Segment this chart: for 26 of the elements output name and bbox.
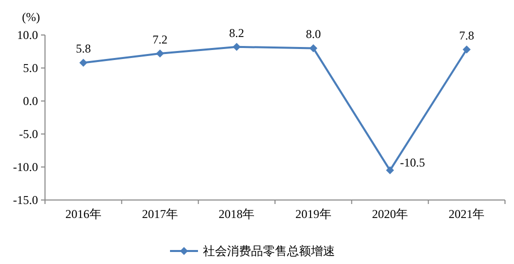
- point: [156, 49, 164, 58]
- y-tick-label: -10.0: [13, 160, 38, 174]
- data-label: 7.2: [152, 32, 168, 46]
- x-tick-label: 2020年: [372, 207, 408, 221]
- point: [309, 44, 318, 52]
- x-tick-label: 2019年: [295, 207, 332, 221]
- x-tick-label: 2016年: [65, 207, 102, 221]
- y-tick-label: -5.0: [19, 127, 38, 141]
- point: [232, 42, 241, 51]
- x-tick-label: 2018年: [218, 207, 255, 221]
- point: [462, 46, 471, 54]
- point: [79, 58, 88, 67]
- legend-label: 社会消费品零售总额增速: [203, 244, 335, 258]
- y-tick-label: 5.0: [23, 61, 38, 75]
- x-tick-label: 2021年: [448, 207, 485, 221]
- data-label: -10.5: [400, 155, 425, 170]
- y-tick-label: 0.0: [23, 94, 38, 108]
- y-tick-label: 10.0: [17, 28, 38, 42]
- data-label: 8.2: [229, 26, 244, 40]
- data-label: 8.0: [306, 27, 321, 42]
- point: [386, 166, 394, 174]
- x-tick-label: 2017年: [142, 207, 178, 221]
- data-label: 5.8: [76, 42, 91, 56]
- data-label: 7.8: [459, 28, 474, 43]
- y-axis-title: (%): [22, 10, 40, 24]
- y-tick-label: -15.0: [13, 193, 38, 207]
